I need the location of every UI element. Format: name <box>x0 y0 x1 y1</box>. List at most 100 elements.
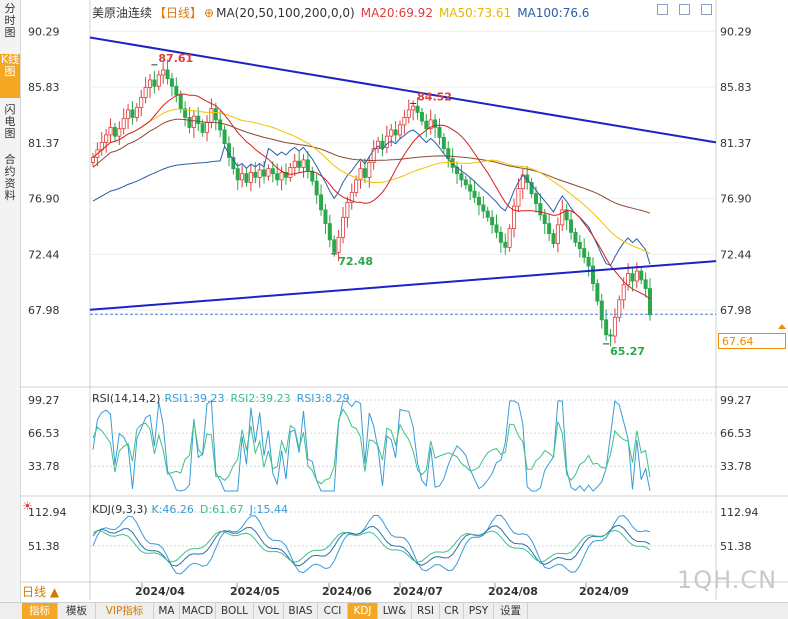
upper-trendline <box>89 36 717 144</box>
candle-down <box>283 171 288 178</box>
candle-down <box>551 233 556 244</box>
side-tab-contract-info[interactable]: 合约资料 <box>4 153 16 202</box>
candle-down <box>310 170 315 182</box>
candle-up <box>428 119 433 130</box>
indicator-tab[interactable]: CCI <box>318 603 348 619</box>
candle-down <box>533 193 538 205</box>
trendlines: 87.61 84.52 72.48 65.27 <box>89 36 786 358</box>
candle-down <box>187 117 192 128</box>
candle-up <box>266 168 271 177</box>
fullscreen-icon[interactable] <box>701 4 712 15</box>
candle-up <box>367 161 372 178</box>
candle-up <box>279 171 284 181</box>
indicator-tab[interactable]: RSI <box>412 603 440 619</box>
kdj-header: KDJ(9,3,3) K:46.26 D:61.67 J:15.44 <box>92 503 294 516</box>
x-tick-label: 2024/08 <box>488 585 538 598</box>
side-tab-flash[interactable]: 闪电图 <box>4 103 16 140</box>
candle-down <box>262 169 267 177</box>
x-tick-label: 2024/04 <box>135 585 185 598</box>
candle-up <box>507 228 512 248</box>
candle-down <box>564 209 569 221</box>
indicator-tab[interactable]: 指标 <box>22 603 58 619</box>
candle-up <box>108 127 113 136</box>
candle-down <box>590 265 595 284</box>
price-tick-left: 81.37 <box>28 137 60 150</box>
indicator-tab[interactable]: VIP指标 <box>96 603 154 619</box>
rsi-tick-right: 66.53 <box>720 427 752 440</box>
candle-down <box>595 283 600 302</box>
rsi-tick-left: 66.53 <box>28 427 60 440</box>
indicator-tab[interactable]: LW& <box>378 603 412 619</box>
candle-down <box>586 256 591 267</box>
candle-up <box>354 179 359 193</box>
candle-down <box>424 120 429 130</box>
indicator-tab[interactable]: MACD <box>180 603 216 619</box>
price-tick-right: 72.44 <box>720 248 752 261</box>
indicator-tab[interactable]: 模板 <box>58 603 96 619</box>
indicator-tab[interactable]: PSY <box>464 603 494 619</box>
rsi1-line <box>92 399 651 492</box>
indicator-tab[interactable]: 设置 <box>494 603 528 619</box>
candle-up <box>358 168 363 181</box>
candle-up <box>371 148 376 163</box>
candle-down <box>314 180 319 196</box>
candle-down <box>380 140 385 148</box>
j-value: J:15.44 <box>249 503 289 516</box>
watermark: 1QH.CN <box>677 566 778 594</box>
indicator-tab[interactable]: BOLL <box>216 603 254 619</box>
candle-down <box>437 127 442 138</box>
candle-down <box>196 115 201 125</box>
candle-up <box>617 299 622 318</box>
price-tick-left: 76.90 <box>28 193 60 206</box>
layout-icon[interactable] <box>657 4 668 15</box>
candle-down <box>222 129 227 145</box>
candle-up <box>292 160 297 168</box>
candle-down <box>200 123 205 133</box>
price-tick-right: 85.83 <box>720 81 752 94</box>
side-tab-timeshare[interactable]: 分时图 <box>4 2 16 39</box>
candle-down <box>174 85 179 96</box>
candle-down <box>463 179 468 186</box>
rsi-tick-left: 33.78 <box>28 460 60 473</box>
price-tick-right: 76.90 <box>720 193 752 206</box>
crosshair-icon[interactable] <box>679 4 690 15</box>
candle-down <box>538 203 543 216</box>
extreme-label: 87.61 <box>158 52 193 65</box>
candle-down <box>297 160 302 168</box>
candle-up <box>126 109 131 120</box>
candle-down <box>235 168 240 181</box>
d-line <box>92 529 651 563</box>
indicator-tab[interactable]: CR <box>440 603 464 619</box>
kdj-settings-icon[interactable]: ☀ <box>22 499 33 513</box>
candle-down <box>275 173 280 181</box>
add-indicator-icon[interactable]: ⊕ <box>204 6 215 20</box>
candle-down <box>270 168 275 175</box>
moving-average-lines <box>92 93 651 300</box>
indicator-tab[interactable]: KDJ <box>348 603 378 619</box>
indicator-tab[interactable]: VOL <box>254 603 284 619</box>
ma20-value: MA20:69.92 <box>360 6 433 20</box>
candle-up <box>336 236 341 253</box>
candle-down <box>433 119 438 128</box>
candle-up <box>257 169 262 178</box>
candle-down <box>183 108 188 118</box>
candle-down <box>319 194 324 211</box>
price-arrow-icon <box>778 324 786 329</box>
candle-down <box>582 248 587 258</box>
period-label[interactable]: 【日线】 <box>154 6 203 20</box>
candlestick-series <box>91 59 653 347</box>
candle-down <box>573 231 578 243</box>
indicator-tab[interactable]: MA <box>154 603 180 619</box>
candle-down <box>130 109 135 118</box>
side-tab-kline[interactable]: K线图 <box>0 54 20 98</box>
period-select-button[interactable]: 日线 ▲ <box>22 585 60 599</box>
candle-down <box>332 239 337 253</box>
candle-up <box>560 209 565 226</box>
candle-down <box>503 241 508 248</box>
ma100-line <box>92 129 651 266</box>
kdj-tick-left: 51.38 <box>28 540 60 553</box>
ma50-line <box>92 108 651 254</box>
indicator-tab[interactable]: BIAS <box>284 603 318 619</box>
price-tick-left: 72.44 <box>28 248 60 261</box>
